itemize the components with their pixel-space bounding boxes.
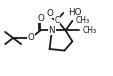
Text: O: O xyxy=(27,34,34,42)
Text: N: N xyxy=(48,26,55,35)
Text: O: O xyxy=(46,9,53,18)
Text: O: O xyxy=(37,14,44,23)
Text: HO: HO xyxy=(67,8,81,17)
Text: CH₃: CH₃ xyxy=(75,16,89,25)
Text: CH₃: CH₃ xyxy=(82,26,96,35)
Text: C: C xyxy=(54,16,59,25)
